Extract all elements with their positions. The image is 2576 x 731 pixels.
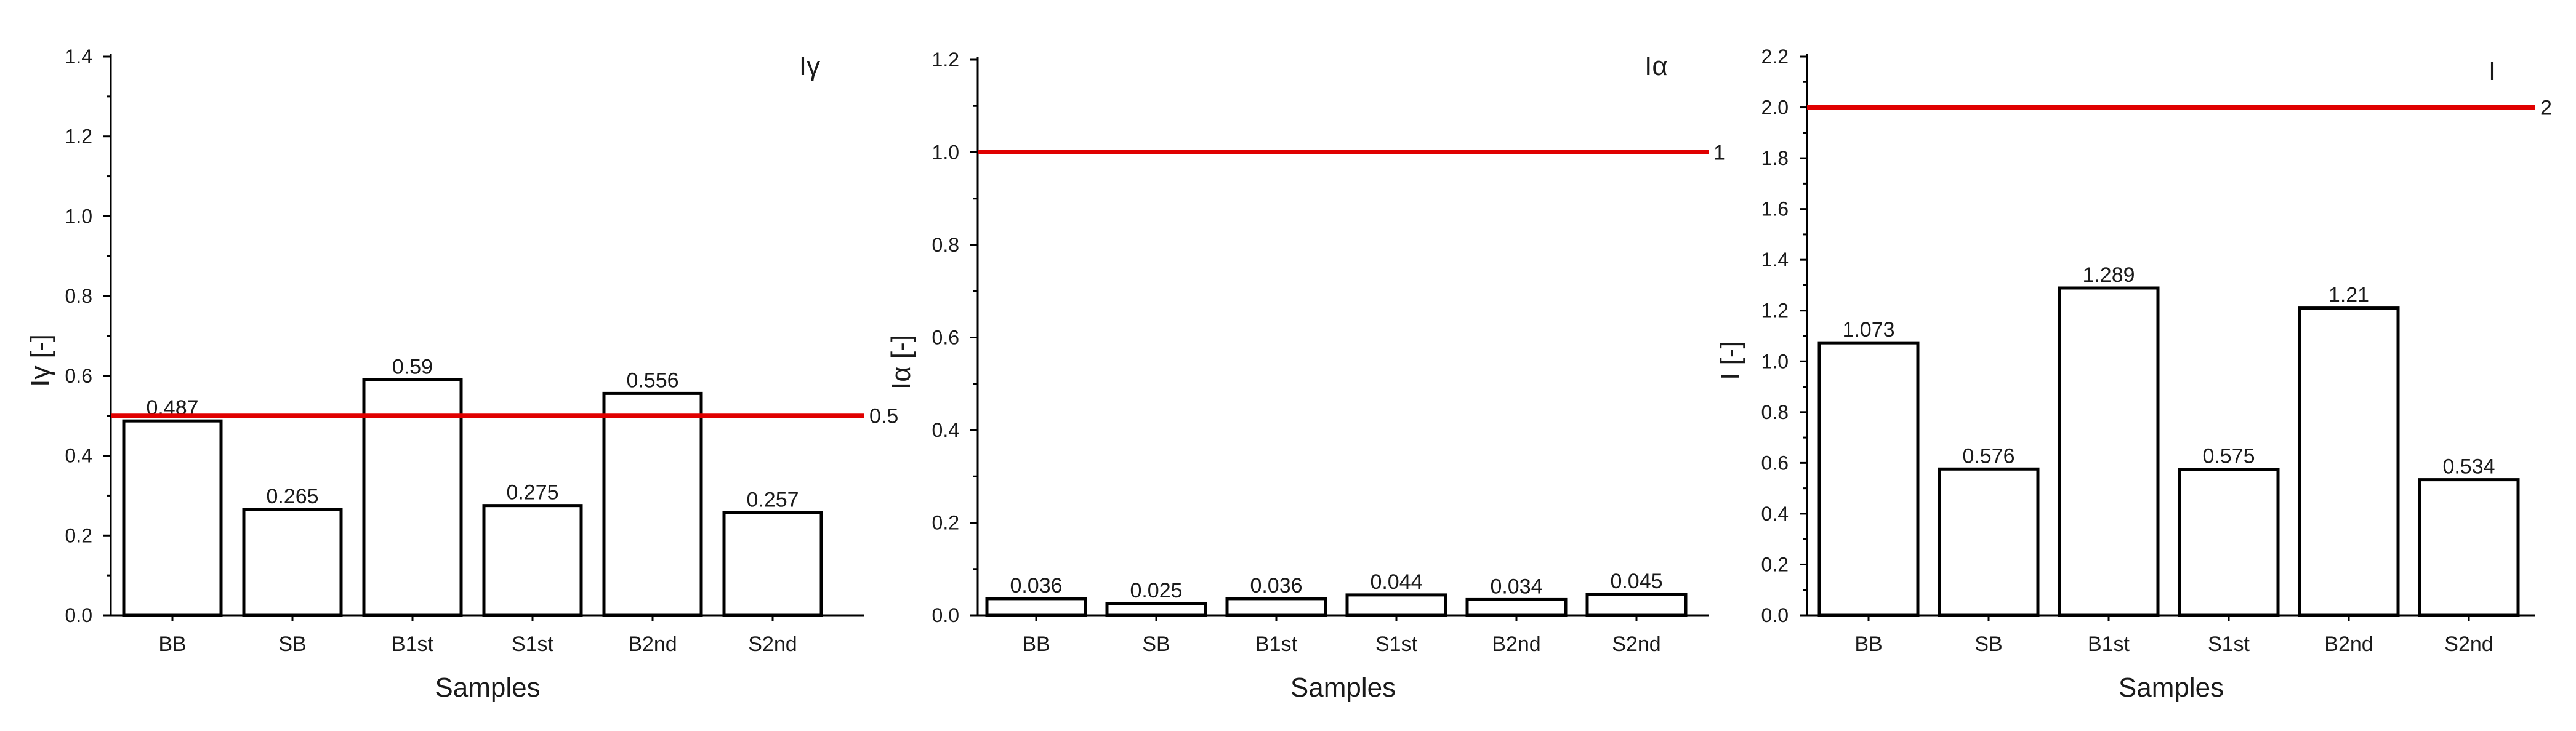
- x-axis-title: Samples: [1290, 673, 1396, 703]
- y-tick-label: 0.0: [65, 604, 92, 626]
- bar-value-label: 0.025: [1130, 579, 1182, 602]
- bar-value-label: 0.036: [1250, 574, 1302, 597]
- x-category-label: SB: [278, 633, 306, 656]
- x-category-label: SB: [1142, 633, 1170, 656]
- x-category-label: SB: [1974, 633, 2002, 656]
- y-tick-label: 1.8: [1761, 147, 1789, 169]
- reference-line-label: 0.5: [869, 405, 898, 428]
- y-tick-label: 2.0: [1761, 97, 1789, 119]
- y-tick-label: 1.2: [932, 49, 959, 71]
- reference-line-label: 1: [1713, 142, 1725, 165]
- bar-value-label: 0.034: [1490, 575, 1542, 598]
- bar-s2nd: [2418, 478, 2520, 617]
- panel-title: Iγ: [799, 51, 820, 81]
- bar-b1st: [2058, 286, 2160, 617]
- x-category-label: B1st: [1255, 633, 1298, 656]
- y-tick-label: 0.6: [65, 365, 92, 387]
- bar-value-label: 0.265: [266, 485, 318, 508]
- y-tick-label: 0.8: [932, 234, 959, 256]
- x-axis-title: Samples: [435, 673, 540, 703]
- x-category-label: BB: [158, 633, 186, 656]
- bar-sb: [242, 508, 343, 617]
- y-tick-label: 1.6: [1761, 198, 1789, 220]
- y-tick-label: 0.0: [1761, 604, 1789, 626]
- x-category-label: S2nd: [2444, 633, 2493, 656]
- y-tick-label: 0.6: [932, 327, 959, 349]
- x-category-label: S1st: [512, 633, 554, 656]
- y-tick-label: 0.2: [932, 512, 959, 534]
- bar-value-label: 0.257: [746, 488, 799, 511]
- bar-sb: [1938, 467, 2040, 617]
- bar-value-label: 0.045: [1610, 570, 1662, 593]
- bar-b2nd: [602, 391, 703, 617]
- bar-bb: [985, 597, 1087, 617]
- x-category-label: S1st: [1375, 633, 1418, 656]
- bar-bb: [122, 419, 223, 617]
- y-tick-label: 1.4: [65, 46, 92, 68]
- bar-s1st: [1345, 593, 1447, 617]
- x-category-label: S2nd: [748, 633, 797, 656]
- bar-value-label: 1.289: [2082, 263, 2135, 287]
- y-tick-label: 0.2: [65, 524, 92, 546]
- reference-line-label: 2: [2540, 97, 2552, 120]
- x-category-label: B2nd: [1492, 633, 1540, 656]
- y-tick-label: 0.8: [1761, 401, 1789, 423]
- x-axis-title: Samples: [2119, 673, 2224, 703]
- bar-value-label: 0.534: [2442, 455, 2495, 479]
- y-axis-title: Iα [-]: [886, 335, 916, 389]
- bar-value-label: 0.556: [626, 369, 678, 392]
- x-category-label: BB: [1022, 633, 1050, 656]
- bar-s2nd: [722, 511, 823, 617]
- bar-b1st: [1225, 597, 1327, 617]
- bar-value-label: 0.275: [506, 481, 558, 505]
- y-tick-label: 1.4: [1761, 249, 1789, 271]
- x-category-label: S2nd: [1612, 633, 1660, 656]
- x-category-label: B1st: [2088, 633, 2130, 656]
- bar-b2nd: [1465, 597, 1568, 617]
- y-tick-label: 1.0: [65, 205, 92, 227]
- bar-s2nd: [1585, 593, 1688, 617]
- bar-value-label: 0.576: [1962, 444, 2015, 468]
- bar-value-label: 0.575: [2202, 445, 2255, 468]
- y-tick-label: 0.0: [932, 604, 959, 626]
- y-tick-label: 0.2: [1761, 553, 1789, 575]
- y-tick-label: 0.4: [932, 419, 959, 441]
- bar-value-label: 0.59: [392, 355, 433, 378]
- bar-value-label: 0.044: [1370, 570, 1422, 594]
- y-tick-label: 1.0: [932, 142, 959, 164]
- y-tick-label: 1.2: [1761, 300, 1789, 322]
- y-tick-label: 0.8: [65, 285, 92, 307]
- bar-s1st: [2178, 468, 2280, 617]
- bar-s1st: [482, 504, 583, 617]
- y-tick-label: 2.2: [1761, 46, 1789, 68]
- bar-value-label: 0.036: [1010, 574, 1062, 597]
- x-category-label: B2nd: [2324, 633, 2373, 656]
- chart-panel-2: 0.0 0.2 0.4 0.6 0.8 1.0 1.2 0.036 BB 0.025 SB 0.036…: [886, 49, 1725, 703]
- y-axis-title: Iγ [-]: [25, 334, 55, 387]
- bar-bb: [1817, 341, 1920, 617]
- y-axis-title: I [-]: [1715, 341, 1745, 380]
- y-tick-label: 1.0: [1761, 350, 1789, 372]
- bar-value-label: 1.21: [2328, 284, 2369, 307]
- bar-sb: [1105, 602, 1207, 617]
- x-category-label: BB: [1854, 633, 1882, 656]
- y-tick-label: 0.4: [1761, 503, 1789, 525]
- chart-panel-3: 0.0 0.2 0.4 0.6 0.8 1.0 1.2 1.4 1.6 1.8 2.0 2.2 1.07…: [1715, 46, 2552, 703]
- y-tick-label: 0.4: [65, 445, 92, 467]
- bar-value-label: 1.073: [1842, 318, 1894, 342]
- chart-panel-1: 0.00.20.40.60.81.01.21.40.487BB0.265SB0.…: [25, 46, 898, 703]
- y-tick-label: 1.2: [65, 126, 92, 148]
- panel-title: Iα: [1644, 51, 1668, 81]
- y-tick-label: 0.6: [1761, 452, 1789, 474]
- x-category-label: S1st: [2208, 633, 2250, 656]
- x-category-label: B2nd: [628, 633, 677, 656]
- x-category-label: B1st: [392, 633, 434, 656]
- panel-title: I: [2489, 56, 2496, 86]
- bar-b2nd: [2298, 306, 2400, 617]
